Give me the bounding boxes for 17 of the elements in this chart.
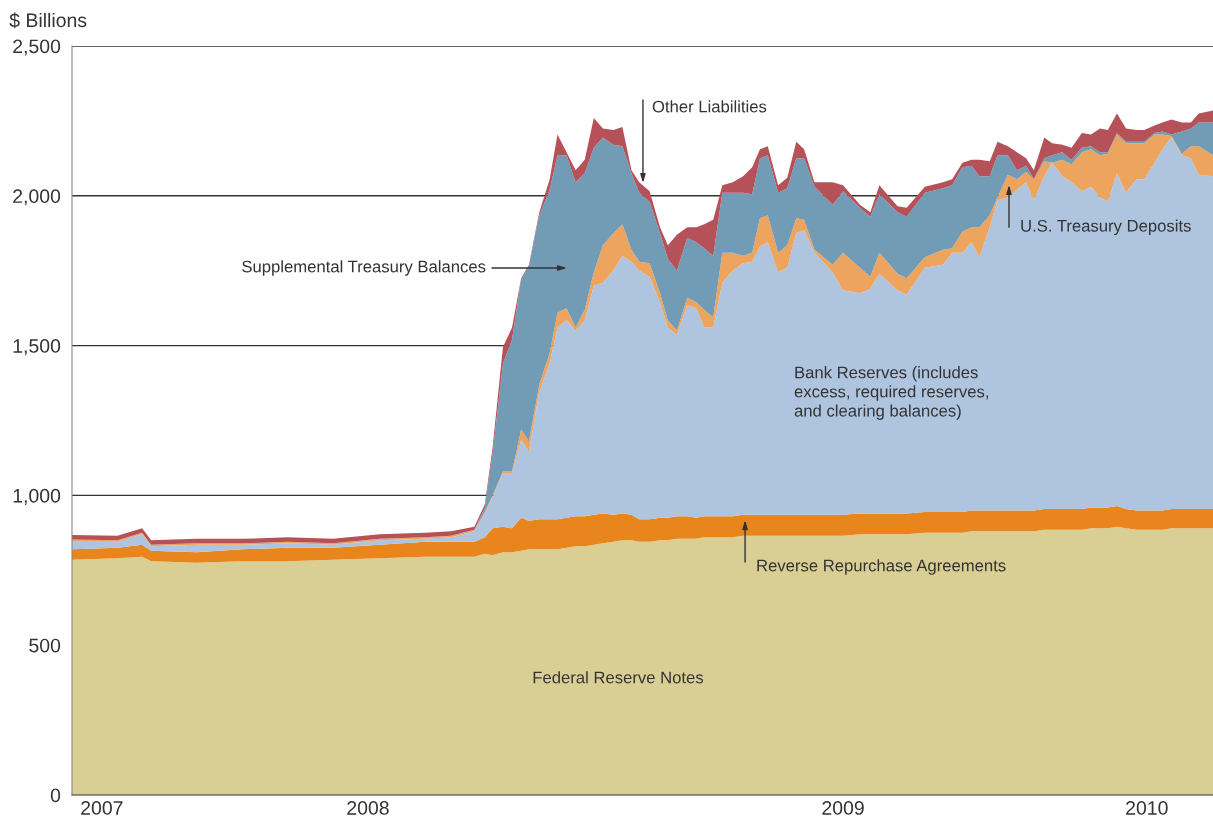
x-tick-label: 2009 — [822, 801, 864, 815]
x-tick-label: 2008 — [347, 801, 389, 815]
y-tick-label: 1,000 — [13, 488, 61, 505]
y-tick-label: 2,000 — [13, 189, 61, 206]
x-tick-label: 2010 — [1126, 801, 1168, 815]
y-tick-label: 2,500 — [13, 39, 61, 56]
y-tick-label: 0 — [50, 788, 61, 803]
x-tick-label: 2007 — [81, 801, 123, 815]
series-label: Bank Reserves (includes excess, required reserves, and clearing balances) — [794, 366, 988, 420]
text: Supplemental Treasury Balances — [242, 260, 486, 276]
series-label: Reverse Repurchase Agreements — [757, 559, 1006, 575]
y-axis-title: $ Billions — [9, 12, 87, 29]
text: Other Liabilities — [652, 100, 767, 113]
y-tick-label: 500 — [29, 638, 61, 653]
series-label: Federal Reserve Notes — [533, 671, 704, 684]
series-label: U.S. Treasury Deposits — [1021, 219, 1191, 236]
y-tick-label: 1,500 — [13, 339, 61, 356]
